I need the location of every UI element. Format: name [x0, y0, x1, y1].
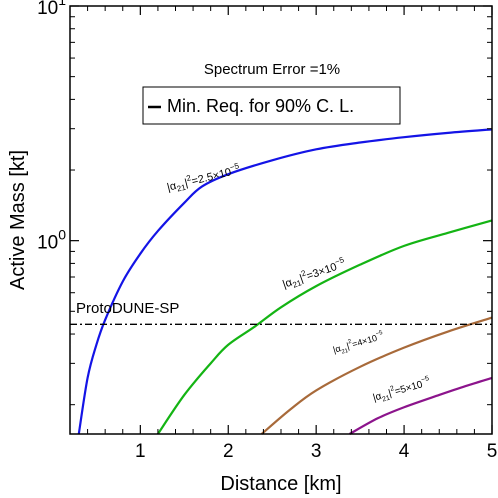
- curve-layer: [77, 128, 493, 435]
- x-tick-label: 4: [399, 441, 410, 462]
- x-tick-label: 2: [223, 441, 234, 462]
- series-label-1: |α21|2=2.5×10−5: [165, 161, 242, 196]
- series-line-1: [77, 128, 493, 435]
- x-tick-label: 1: [135, 441, 146, 462]
- series-label-3: |α21|2=4×10−5: [332, 330, 387, 358]
- series-line-3: [260, 316, 493, 435]
- tick-layer: 1 2 3 4 5 100 101: [37, 0, 497, 462]
- legend-entry: Min. Req. for 90% C. L.: [167, 96, 354, 116]
- y-axis-title: Active Mass [kt]: [7, 150, 29, 290]
- series-line-4: [349, 376, 493, 435]
- reference-line-label: ProtoDUNE-SP: [76, 300, 179, 317]
- series-line-2: [157, 219, 493, 435]
- spectrum-error-annotation: Spectrum Error =1%: [204, 61, 340, 78]
- y-tick-label: 100: [37, 227, 66, 254]
- legend-box: [142, 86, 401, 125]
- y-tick-label: 101: [37, 0, 66, 19]
- legend: Min. Req. for 90% C. L.: [142, 86, 401, 125]
- x-tick-label: 3: [311, 441, 322, 462]
- x-tick-label: 5: [487, 441, 498, 462]
- x-axis-title: Distance [km]: [220, 473, 341, 495]
